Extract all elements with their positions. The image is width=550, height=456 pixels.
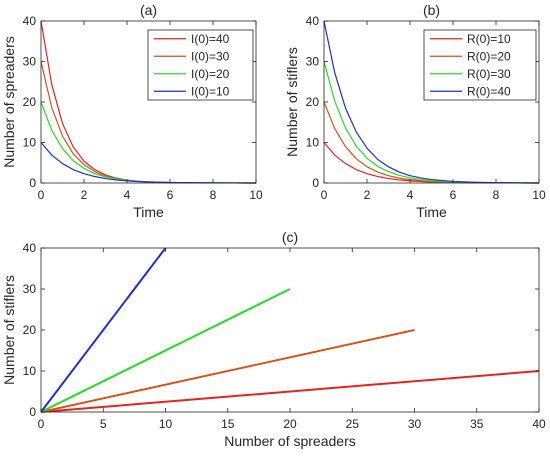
x-tick-label: 0 [38, 188, 45, 202]
panel-3: 0 5 10 15 20 25 30 35 40 0 10 20 30 40 (c) Number of sp… [1, 229, 546, 449]
y-tick-label: 30 [23, 282, 37, 296]
x-tick-label: 5 [100, 417, 107, 431]
y-tick-label: 40 [23, 241, 37, 255]
legend-box [147, 29, 254, 101]
legend-entry: I(0)=40 [191, 32, 230, 46]
x-tick-label: 40 [532, 417, 546, 431]
y-tick-label: 40 [23, 14, 37, 28]
panel-1: 0 2 4 6 8 10 0 10 20 30 40 (a) Time Number of spreade… [1, 2, 263, 220]
x-tick-label: 35 [470, 417, 484, 431]
series-line-4 [41, 247, 167, 413]
x-tick-label: 8 [493, 188, 500, 202]
legend: R(0)=10 R(0)=20 R(0)=30 R(0)=40 [423, 29, 537, 101]
y-tick-label: 10 [23, 364, 37, 378]
series-line-1 [41, 370, 539, 413]
x-tick-label: 4 [124, 188, 131, 202]
panel-title: (c) [282, 229, 298, 245]
legend-entry: R(0)=10 [467, 32, 511, 46]
x-axis-label: Time [133, 204, 164, 220]
y-tick-label: 10 [23, 136, 37, 150]
x-axis-label: Number of spreaders [224, 433, 356, 449]
x-tick-label: 15 [221, 417, 235, 431]
legend-entry: R(0)=40 [467, 84, 511, 98]
series-line-2 [41, 329, 415, 413]
legend-entry: I(0)=20 [191, 67, 230, 81]
legend-box [423, 29, 537, 101]
y-tick-label: 40 [306, 14, 320, 28]
x-tick-label: 20 [283, 417, 297, 431]
y-tick-label: 20 [23, 323, 37, 337]
legend-entry: R(0)=30 [467, 67, 511, 81]
y-tick-label: 0 [29, 405, 36, 419]
legend-entry: I(0)=10 [191, 84, 230, 98]
y-tick-label: 30 [23, 55, 37, 69]
legend-entry: I(0)=30 [191, 49, 230, 63]
y-tick-label: 0 [312, 176, 319, 190]
x-tick-label: 2 [364, 188, 371, 202]
y-axis-label: Number of stiflers [1, 275, 17, 385]
series-line-2 [324, 101, 539, 184]
x-tick-label: 6 [167, 188, 174, 202]
x-axis-label: Time [416, 204, 447, 220]
series-line-4 [41, 142, 256, 184]
panel-2: 0 2 4 6 8 10 0 10 20 30 40 (b) Time Number of stifler… [284, 2, 546, 220]
x-tick-label: 10 [532, 188, 546, 202]
y-tick-label: 20 [23, 95, 37, 109]
axes-frame [40, 247, 540, 413]
x-tick-label: 8 [210, 188, 217, 202]
series-line-3 [41, 101, 256, 184]
series-line-3 [41, 288, 291, 413]
y-tick-label: 10 [306, 136, 320, 150]
y-tick-label: 0 [29, 176, 36, 190]
x-tick-label: 2 [81, 188, 88, 202]
series-line-1 [324, 142, 539, 184]
x-tick-label: 30 [408, 417, 422, 431]
x-tick-label: 10 [249, 188, 263, 202]
y-tick-label: 30 [306, 55, 320, 69]
y-axis-label: Number of spreaders [1, 36, 17, 168]
x-tick-label: 4 [407, 188, 414, 202]
panel-title: (a) [140, 2, 157, 18]
panel-title: (b) [423, 2, 440, 18]
x-tick-label: 25 [346, 417, 360, 431]
series-line-4 [324, 20, 539, 184]
x-tick-label: 0 [321, 188, 328, 202]
x-tick-label: 0 [38, 417, 45, 431]
x-tick-label: 6 [450, 188, 457, 202]
y-axis-label: Number of stiflers [284, 47, 300, 157]
x-tick-label: 10 [159, 417, 173, 431]
y-tick-label: 20 [306, 95, 320, 109]
legend: I(0)=40 I(0)=30 I(0)=20 I(0)=10 [147, 29, 254, 101]
legend-entry: R(0)=20 [467, 49, 511, 63]
